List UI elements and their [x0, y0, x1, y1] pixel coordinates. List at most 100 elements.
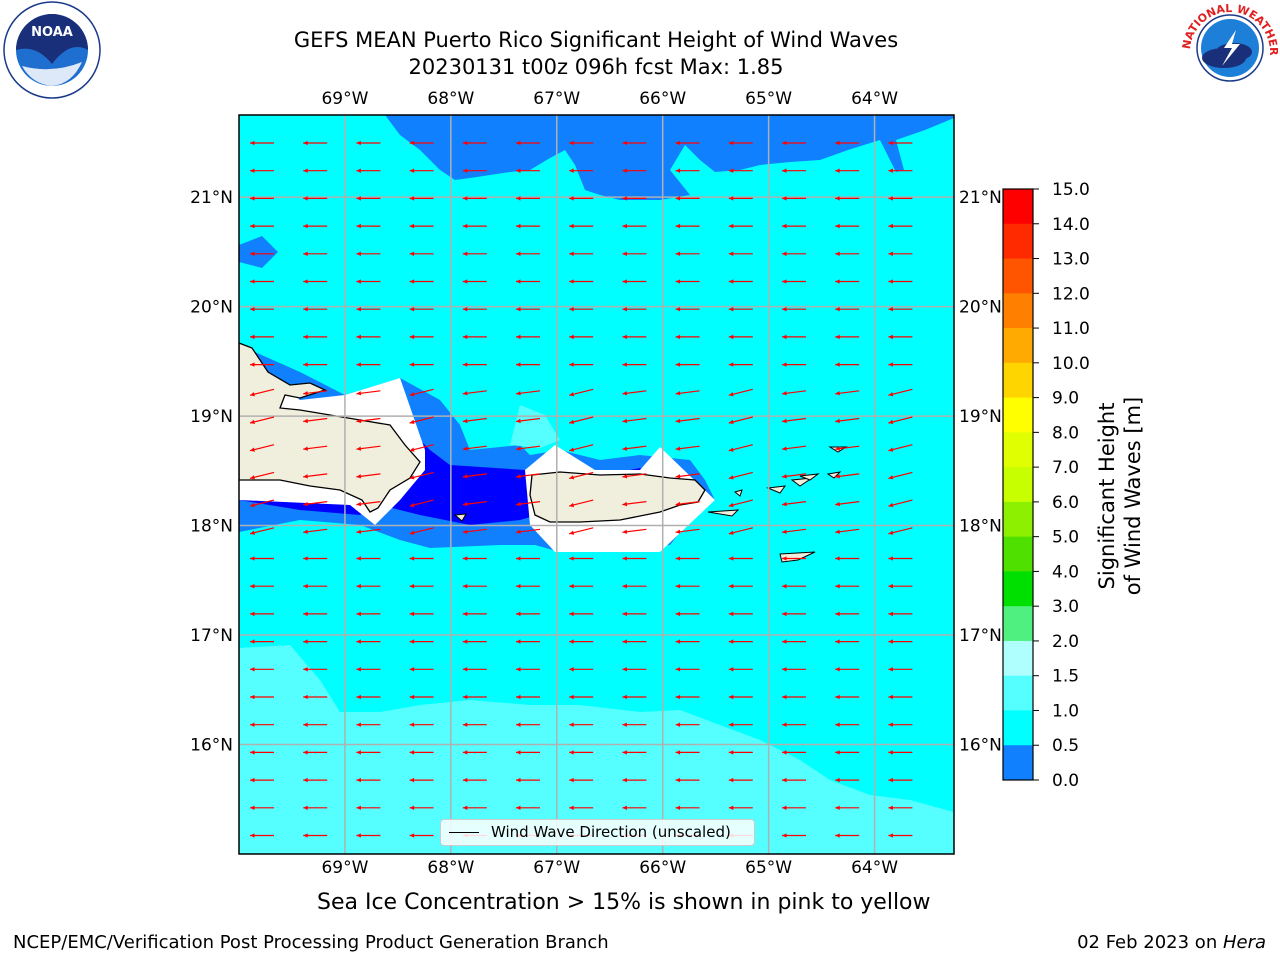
colorbar-tick-label: 12.0	[1052, 284, 1090, 304]
wind-arrow	[888, 196, 913, 201]
colorbar-segment	[1003, 432, 1033, 468]
wind-arrow	[622, 445, 647, 451]
wind-arrow	[728, 362, 753, 367]
wind-arrow	[622, 639, 647, 644]
wind-arrow	[675, 251, 700, 256]
wind-arrow	[462, 639, 487, 644]
wind-arrow	[622, 334, 647, 340]
wind-arrow	[409, 611, 434, 617]
wind-arrow	[782, 833, 806, 838]
wind-arrow	[409, 388, 434, 397]
wind-arrow	[782, 140, 806, 146]
wind-arrow	[835, 168, 860, 173]
wind-arrow	[622, 362, 647, 367]
sea-ice-note: Sea Ice Concentration > 15% is shown in …	[317, 890, 931, 915]
lon-tick-label: 68°W	[427, 89, 474, 109]
wind-arrow	[782, 722, 806, 727]
wind-arrow	[409, 196, 434, 201]
colorbar-label: Significant Height of Wind Waves [m]	[1095, 396, 1145, 596]
wind-arrow	[303, 196, 328, 201]
wind-arrow	[782, 223, 806, 229]
wind-arrow	[462, 611, 487, 617]
wind-arrow	[515, 390, 541, 396]
wind-arrow	[888, 168, 913, 173]
wind-arrow	[356, 334, 381, 340]
colorbar: 15.0 14.0 13.0 12.0 11.0 10.0 9.0 8.0 7.0 6.0 5.0 4…	[1002, 180, 1090, 791]
colorbar-tick-label: 5.0	[1052, 528, 1079, 548]
wind-arrow	[250, 362, 274, 367]
wind-arrow	[835, 528, 860, 534]
colorbar-tick-label: 3.0	[1052, 597, 1079, 617]
wind-arrow	[675, 307, 700, 312]
wind-arrow	[782, 168, 806, 173]
wind-arrow	[569, 168, 594, 173]
wind-arrow	[569, 334, 594, 340]
wind-arrow	[462, 750, 487, 755]
lat-tick-label: 19°N	[190, 407, 233, 427]
colorbar-segment	[1003, 293, 1033, 329]
wind-arrow	[409, 750, 434, 755]
wind-arrow	[782, 667, 806, 672]
wind-arrow	[462, 667, 487, 672]
wind-arrow	[250, 805, 274, 810]
wind-arrow	[356, 251, 381, 256]
wind-arrow	[462, 722, 487, 727]
wind-arrow	[569, 777, 594, 783]
colorbar-tick-label: 15.0	[1052, 180, 1090, 200]
land-mona	[453, 513, 467, 522]
wind-arrow	[516, 223, 540, 229]
wind-arrow	[835, 390, 860, 396]
wind-arrow	[675, 140, 700, 146]
wind-arrow	[728, 527, 753, 535]
wind-arrow	[356, 390, 381, 396]
wind-direction-arrows	[249, 140, 913, 838]
wind-arrow	[303, 417, 328, 424]
wind-arrow	[728, 556, 753, 561]
colorbar-segment	[1003, 606, 1033, 642]
wind-arrow	[409, 416, 434, 425]
lon-tick-label: 64°W	[851, 858, 898, 878]
wind-arrow	[516, 694, 540, 700]
wind-arrow	[675, 417, 700, 424]
wind-arrow	[569, 694, 594, 700]
wind-arrow	[622, 750, 647, 755]
wind-arrow	[516, 307, 540, 312]
wind-arrow	[462, 805, 487, 810]
plot-frame	[238, 114, 955, 855]
colorbar-segment	[1003, 189, 1033, 225]
wind-arrow	[409, 556, 434, 561]
wind-arrow	[303, 334, 328, 340]
wind-arrow	[462, 777, 487, 783]
wind-arrow	[409, 307, 434, 312]
wind-arrow	[622, 307, 647, 312]
wind-arrow	[728, 196, 753, 201]
wind-arrow	[303, 722, 328, 727]
wind-arrow	[462, 251, 487, 256]
lon-tick-label: 66°W	[639, 89, 686, 109]
wind-arrow	[303, 777, 328, 783]
wind-arrow	[781, 473, 807, 479]
colorbar-segment	[1003, 258, 1033, 294]
wind-arrow	[250, 279, 274, 284]
lat-tick-label: 16°N	[959, 736, 1002, 756]
wind-arrow	[888, 833, 913, 838]
wind-arrow	[462, 390, 487, 396]
wind-arrow	[728, 499, 753, 508]
colorbar-tick-label: 1.0	[1052, 701, 1079, 721]
wind-arrow	[356, 528, 381, 534]
wind-arrow	[356, 307, 381, 312]
wind-arrow	[782, 639, 806, 644]
wind-arrow	[835, 556, 860, 561]
wind-arrow	[303, 694, 328, 700]
wind-arrow	[728, 307, 753, 312]
wind-arrow	[835, 611, 860, 617]
wind-arrow	[569, 362, 594, 367]
colorbar-segment	[1003, 501, 1033, 538]
wind-arrow	[515, 417, 541, 424]
wind-arrow	[782, 279, 806, 284]
wind-arrow	[462, 223, 487, 229]
wind-arrow	[782, 694, 806, 700]
footer-date: 02 Feb 2023 on Hera	[1077, 932, 1266, 953]
wind-arrow	[888, 639, 913, 644]
colorbar-tick-label: 11.0	[1052, 319, 1090, 339]
